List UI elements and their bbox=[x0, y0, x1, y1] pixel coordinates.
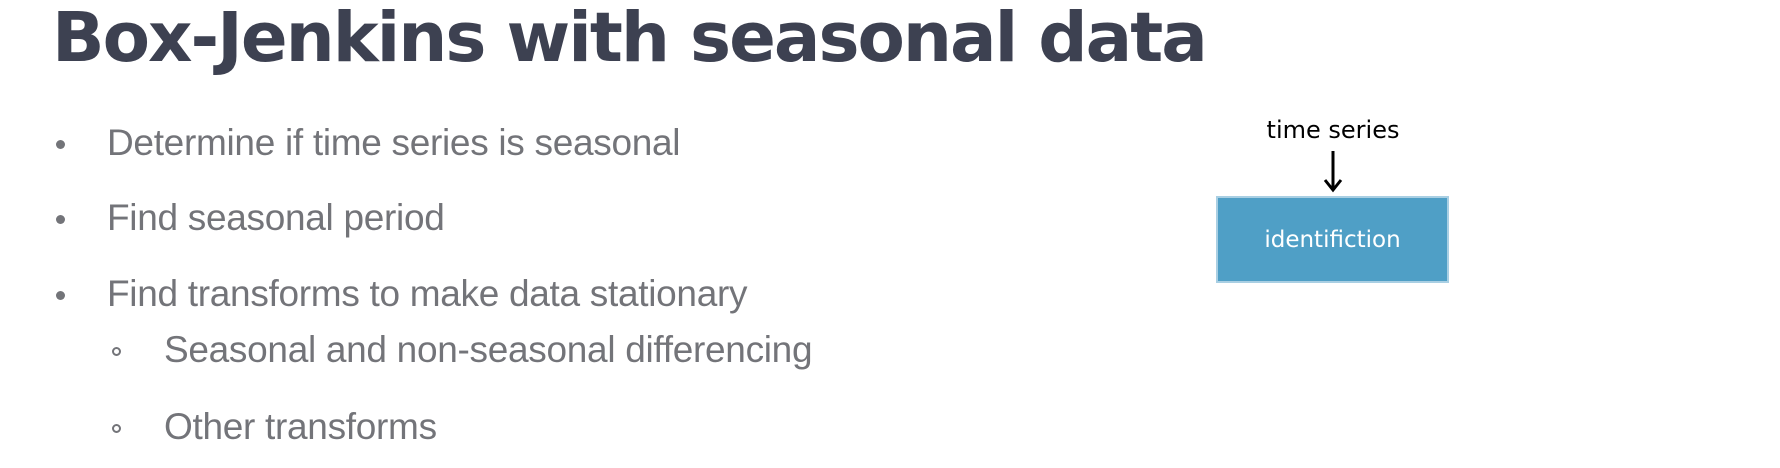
bullet-text: Determine if time series is seasonal bbox=[107, 122, 681, 163]
slide-title: Box-Jenkins with seasonal data bbox=[52, 0, 1208, 78]
sub-bullet-text: Other transforms bbox=[164, 406, 437, 447]
bullet-dot-icon bbox=[56, 215, 65, 224]
down-arrow-icon bbox=[1323, 151, 1343, 193]
bullet-circle-icon bbox=[112, 347, 121, 356]
identification-label: identifiction bbox=[1264, 226, 1401, 253]
bullet-text: Find transforms to make data stationary bbox=[107, 273, 748, 314]
identification-box: identifiction bbox=[1216, 196, 1449, 283]
bullet-dot-icon bbox=[56, 291, 65, 300]
bullet-circle-icon bbox=[112, 424, 121, 433]
bullet-dot-icon bbox=[56, 140, 65, 149]
bullet-text: Find seasonal period bbox=[107, 197, 445, 238]
flow-diagram: time series identifiction bbox=[1200, 100, 1480, 290]
sub-bullet-text: Seasonal and non-seasonal differencing bbox=[164, 329, 813, 370]
input-label: time series bbox=[1266, 116, 1400, 144]
